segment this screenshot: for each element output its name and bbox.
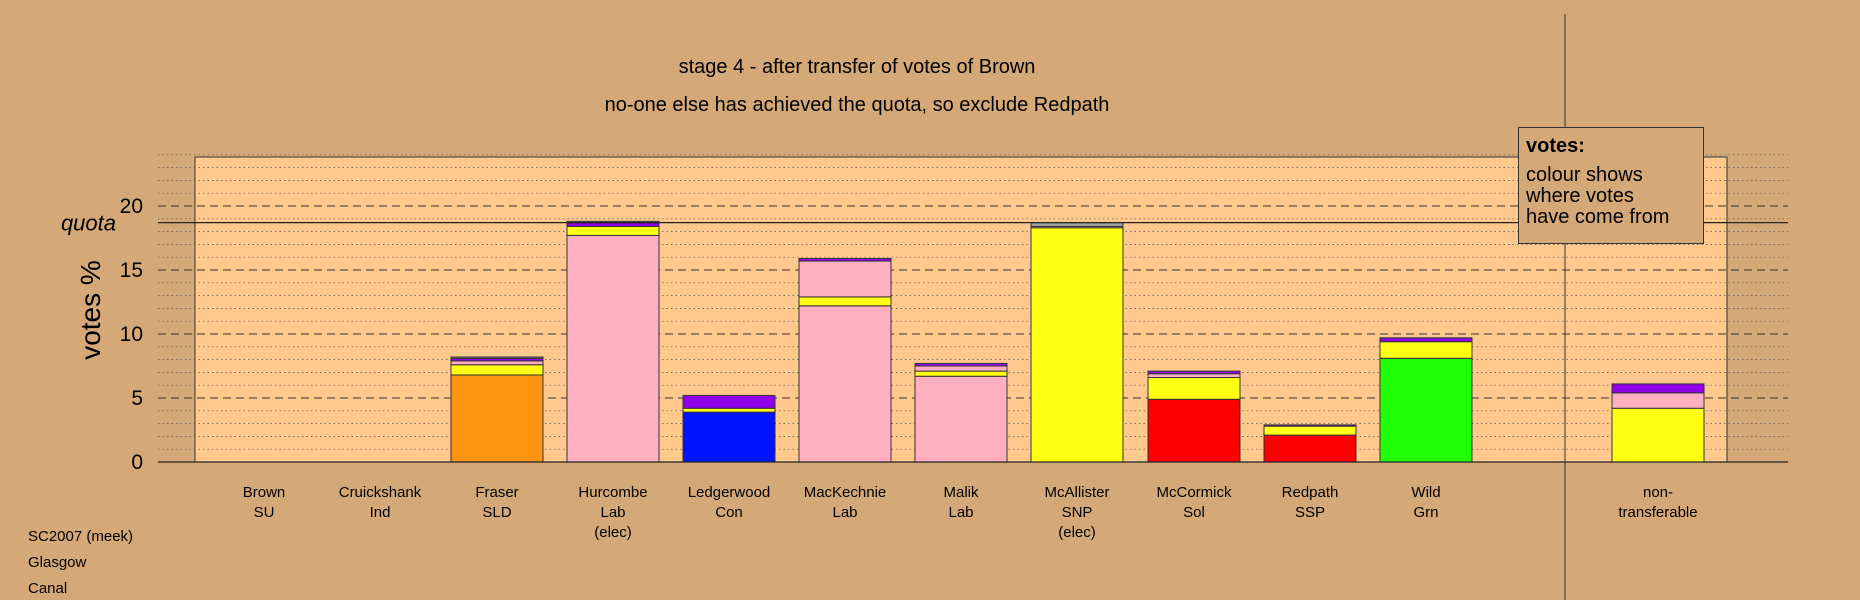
legend-line: where votes [1526, 185, 1634, 207]
bar-segment [682, 407, 776, 413]
bar-segment [798, 305, 892, 463]
footer-ward: Canal [28, 580, 68, 597]
x-tick-label: Hurcombe [578, 484, 647, 501]
bar-segment [1263, 424, 1357, 427]
bar-segment [566, 234, 660, 463]
x-tick-label: Lab [600, 504, 625, 521]
bar-segment [566, 225, 660, 236]
bar-segment [914, 370, 1008, 377]
bar-segment [1030, 227, 1124, 463]
bar-segment [1611, 392, 1705, 409]
legend-box: votes: colour shows where votes have com… [1518, 127, 1704, 244]
x-tick-label: SNP [1062, 504, 1093, 521]
x-tick-label: MacKechnie [804, 484, 887, 501]
x-tick-label: Cruickshank [339, 484, 422, 501]
legend-line: colour shows [1526, 164, 1643, 186]
x-tick-label: Con [715, 504, 743, 521]
quota-label: quota [61, 211, 116, 236]
bar-segment [1263, 434, 1357, 463]
bar-segment [1611, 383, 1705, 394]
x-tick-label: Wild [1411, 484, 1440, 501]
y-tick-label: 5 [131, 387, 143, 410]
bar-segment [798, 260, 892, 298]
bar-segment [914, 365, 1008, 372]
legend-title: votes: [1526, 135, 1585, 157]
bar-segment [914, 375, 1008, 463]
bar-segment [798, 257, 892, 262]
bar-segment [1379, 337, 1473, 343]
chart-title: stage 4 - after transfer of votes of Bro… [679, 56, 1036, 78]
footer-region: Glasgow [28, 554, 87, 571]
x-tick-label: Ind [370, 504, 391, 521]
bar-segment [1147, 377, 1241, 400]
chart-subtitle: no-one else has achieved the quota, so e… [605, 94, 1110, 116]
x-tick-label: McAllister [1044, 484, 1109, 501]
y-tick-label: 10 [120, 323, 143, 346]
bar-segment [1379, 341, 1473, 359]
bar-segment [1147, 373, 1241, 379]
bar-segment [450, 374, 544, 463]
x-tick-label: (elec) [594, 524, 632, 541]
bar-segment [682, 394, 776, 409]
y-axis-label: votes % [75, 260, 106, 360]
x-tick-label: Redpath [1282, 484, 1339, 501]
bar-segment [1263, 425, 1357, 436]
bar-segment [798, 296, 892, 307]
legend-line: have come from [1526, 206, 1670, 228]
bar-segment [1611, 407, 1705, 463]
y-tick-label: 15 [120, 259, 143, 282]
x-tick-label: Sol [1183, 504, 1205, 521]
x-tick-label: SSP [1295, 504, 1325, 521]
x-tick-label: transferable [1618, 504, 1697, 521]
x-tick-label: Fraser [475, 484, 518, 501]
x-tick-label: SU [254, 504, 275, 521]
bar-segment [450, 356, 544, 359]
bar-segment [914, 362, 1008, 367]
x-tick-label: Lab [832, 504, 857, 521]
y-tick-label: 20 [120, 195, 143, 218]
x-tick-label: SLD [482, 504, 511, 521]
x-tick-label: Grn [1413, 504, 1438, 521]
bar-segment [1379, 357, 1473, 463]
bar-segment [450, 360, 544, 366]
x-tick-label: Lab [948, 504, 973, 521]
x-tick-label: Malik [943, 484, 979, 501]
bar-segment [1147, 370, 1241, 375]
y-tick-label: 0 [131, 451, 143, 474]
x-tick-label: McCormick [1157, 484, 1232, 501]
bar-segment [682, 411, 776, 463]
x-tick-label: Brown [243, 484, 286, 501]
footer-election: SC2007 (meek) [28, 528, 134, 545]
x-tick-label: non- [1643, 484, 1673, 501]
x-tick-label: Ledgerwood [688, 484, 771, 501]
x-tick-label: (elec) [1058, 524, 1096, 541]
bar-segment [450, 364, 544, 376]
bar-segment [1147, 398, 1241, 463]
